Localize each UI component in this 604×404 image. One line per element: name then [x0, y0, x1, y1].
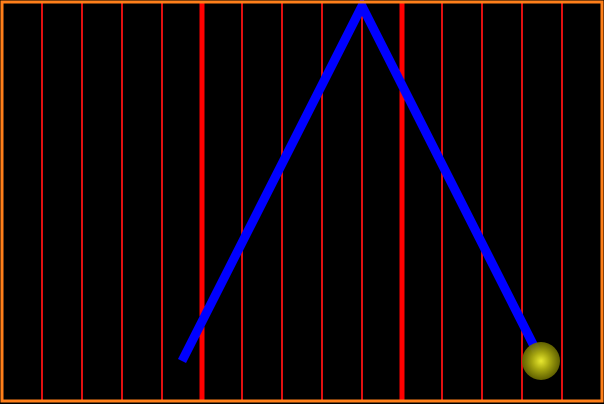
vertical-grid-lines — [41, 3, 563, 401]
zigzag-path — [177, 0, 545, 364]
glowing-ball-icon — [522, 342, 560, 380]
